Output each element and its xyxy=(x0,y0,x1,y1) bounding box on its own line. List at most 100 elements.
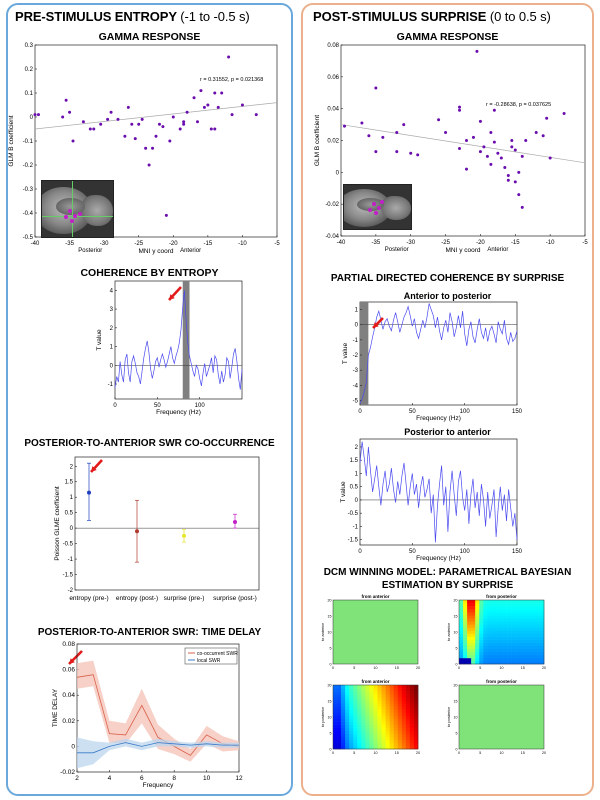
dcm-heatmaps-panel-title: from anterior xyxy=(361,679,389,684)
dcm-heatmaps-cell xyxy=(353,730,358,735)
dcm-heatmaps-cell xyxy=(389,733,395,738)
swr-delay-legend-label: co-occurrent SWR xyxy=(197,651,238,657)
dcm-heatmaps-xtick-label: 15 xyxy=(521,751,525,755)
gamma-right-point xyxy=(520,205,524,209)
dcm-heatmaps-cell xyxy=(345,691,350,695)
dcm-heatmaps-cell xyxy=(495,648,500,653)
dcm-heatmaps-cell xyxy=(531,618,537,622)
pdc-ant-post-axes-box xyxy=(359,301,518,406)
dcm-heatmaps-cell xyxy=(337,703,342,707)
dcm-heatmaps-cell xyxy=(381,709,386,713)
dcm-heatmaps-cell xyxy=(531,657,537,662)
dcm-heatmaps-cell xyxy=(413,703,419,707)
dcm-heatmaps-cell xyxy=(353,703,358,707)
dcm-heatmaps-cell xyxy=(467,657,472,662)
gamma-left-point xyxy=(106,117,110,121)
dcm-heatmaps-cell xyxy=(373,709,378,713)
swr-delay-ytick-label: 0.04 xyxy=(62,692,75,699)
coherence-entropy-ytick-label: 3 xyxy=(110,307,114,313)
dcm-heatmaps-cell xyxy=(483,630,488,634)
dcm-heatmaps-cell xyxy=(357,712,362,716)
dcm-heatmaps-cell xyxy=(511,630,516,634)
dcm-heatmaps-cell xyxy=(515,660,521,665)
dcm-heatmaps-cell xyxy=(499,654,504,659)
dcm-heatmaps-cell xyxy=(479,624,484,628)
dcm-heatmaps-cell xyxy=(491,657,496,662)
gamma-left-ytick-label: 0.3 xyxy=(25,43,34,49)
dcm-heatmaps-cell xyxy=(333,685,338,689)
dcm-heatmaps-cell xyxy=(459,624,464,628)
dcm-heatmaps-cell xyxy=(463,618,468,622)
pdc-ant-post-ytick-label: -4 xyxy=(353,383,359,389)
dcm-heatmaps-cell xyxy=(503,621,508,625)
dcm-heatmaps-cell xyxy=(397,688,403,692)
dcm-heatmaps-cell xyxy=(349,730,354,735)
dcm-heatmaps-cell xyxy=(345,718,350,722)
dcm-heatmaps-cell xyxy=(349,688,354,692)
dcm-heatmaps-cell xyxy=(491,630,496,634)
swr-cooccurrence-ytick-label: -2 xyxy=(68,588,74,594)
dcm-heatmaps-cell xyxy=(381,724,386,728)
dcm-heatmaps-cell xyxy=(365,736,370,741)
dcm-heatmaps-cell xyxy=(499,618,504,622)
dcm-heatmaps-cell xyxy=(531,660,537,665)
dcm-heatmaps-panel-title: from posterior xyxy=(486,594,517,599)
dcm-heatmaps-cell xyxy=(353,712,358,716)
dcm-heatmaps-cell xyxy=(515,603,521,607)
swr-cooccurrence-category-label: entropy (pre-) xyxy=(69,595,108,602)
dcm-heatmaps-cell xyxy=(483,645,488,650)
dcm-heatmaps-cell xyxy=(467,621,472,625)
gamma-left-ytick-label: 0 xyxy=(30,115,34,121)
dcm-heatmaps-cell xyxy=(405,706,411,710)
dcm-heatmaps-cell xyxy=(405,736,411,741)
dcm-heatmaps-cell xyxy=(459,636,464,640)
gamma-right-point xyxy=(489,162,493,166)
dcm-heatmaps-cell xyxy=(337,739,342,744)
dcm-heatmaps-cell xyxy=(507,642,512,647)
swr-delay-series-line-1 xyxy=(77,742,239,754)
dcm-heatmaps-cell xyxy=(361,712,366,716)
dcm-heatmaps-cell xyxy=(357,709,362,713)
pdc-post-ant-ytick-label: 0.5 xyxy=(350,485,359,491)
dcm-heatmaps-cell xyxy=(519,603,525,607)
dcm-heatmaps-cell xyxy=(531,615,537,619)
dcm-heatmaps-cell xyxy=(393,688,399,692)
dcm-heatmaps-cell xyxy=(495,639,500,643)
dcm-heatmaps-cell xyxy=(373,694,378,698)
dcm-heatmaps-cell xyxy=(535,651,541,656)
dcm-heatmaps-cell xyxy=(349,709,354,713)
dcm-heatmaps-cell xyxy=(357,727,362,732)
dcm-heatmaps-cell xyxy=(381,718,386,722)
swr-cooccurrence-category-label: surprise (pre-) xyxy=(164,595,205,602)
dcm-heatmaps-cell xyxy=(523,618,529,622)
dcm-heatmaps-cell xyxy=(515,606,521,610)
gamma-left-point xyxy=(178,127,182,131)
dcm-heatmaps-cell xyxy=(409,733,415,738)
dcm-heatmaps-cell xyxy=(523,609,529,613)
dcm-heatmaps-cell xyxy=(393,733,399,738)
dcm-heatmaps-cell xyxy=(531,651,537,656)
dcm-heatmaps-cell xyxy=(401,736,407,741)
dcm-heatmaps-cell xyxy=(471,657,476,662)
gamma-right-point xyxy=(478,150,482,154)
dcm-heatmaps-cell xyxy=(479,600,484,604)
dcm-heatmaps-cell xyxy=(373,715,378,719)
dcm-heatmaps-cell xyxy=(397,697,403,701)
dcm-heatmaps-panel-frame xyxy=(458,599,545,665)
dcm-heatmaps-cell xyxy=(531,600,537,604)
dcm-heatmaps-cell xyxy=(479,615,484,619)
dcm-heatmaps-cell xyxy=(503,654,508,659)
dcm-heatmaps-cell xyxy=(499,624,504,628)
dcm-heatmaps-cell xyxy=(365,718,370,722)
gamma-left-ytick-label: -0.5 xyxy=(23,235,34,241)
dcm-heatmaps-cell xyxy=(397,694,403,698)
gamma-left-point xyxy=(123,134,127,138)
dcm-heatmaps-cell xyxy=(361,715,366,719)
dcm-heatmaps-cell xyxy=(389,688,395,692)
dcm-heatmaps-panel-ylabel: to anterior xyxy=(320,622,325,641)
dcm-heatmaps-cell xyxy=(413,685,419,689)
dcm-heatmaps-cell xyxy=(463,606,468,610)
pdc-ant-post-ytick-label: 0 xyxy=(355,323,359,329)
pdc-subtitle-1: Anterior to posterior xyxy=(403,291,492,301)
dcm-heatmaps-cell xyxy=(405,718,411,722)
